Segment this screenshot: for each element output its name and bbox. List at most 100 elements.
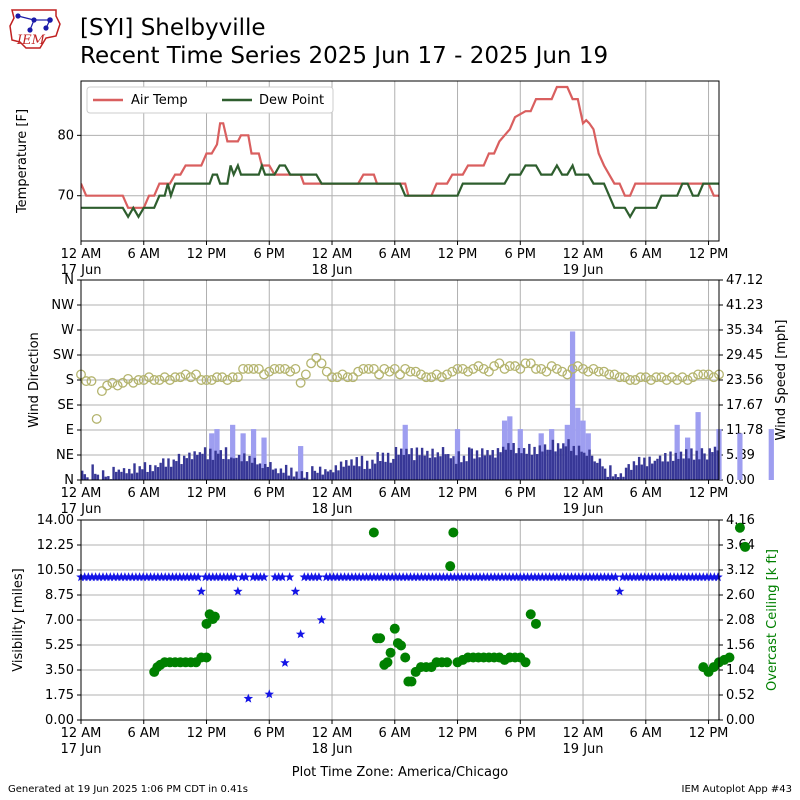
visibility-point: [420, 572, 430, 582]
wind-speed-bar: [373, 463, 377, 480]
x-tick-label: 6 AM: [379, 247, 412, 262]
y2-tick-label-speed: 41.23: [726, 298, 763, 313]
visibility-point: [643, 572, 654, 582]
wind-direction-point: [138, 375, 149, 385]
ceiling-point: [400, 652, 411, 663]
visibility-point: [182, 572, 192, 582]
visibility-point: [570, 572, 580, 582]
chart-title-range: Recent Time Series 2025 Jun 17 - 2025 Ju…: [80, 43, 609, 69]
wind-speed-bar: [114, 471, 118, 480]
wind-speed-bar: [439, 456, 442, 480]
wind-direction-point: [379, 363, 390, 374]
wind-speed-bar: [334, 465, 338, 480]
visibility-point: [264, 689, 274, 699]
visibility-point: [504, 572, 515, 582]
visibility-point: [369, 572, 379, 582]
wind-direction-point: [473, 361, 484, 372]
wind-direction-point: [264, 366, 275, 377]
wind-speed-bar: [107, 476, 110, 480]
wind-speed-bar: [298, 478, 301, 480]
wind-direction-point: [389, 363, 400, 374]
wind-speed-bar: [525, 453, 528, 480]
wind-direction-point: [415, 369, 426, 380]
wind-speed-bar: [185, 458, 188, 480]
wind-speed-bar: [509, 449, 513, 480]
x-tick-label: 6 AM: [379, 486, 412, 501]
visibility-point: [581, 572, 591, 582]
wind-speed-bar: [520, 453, 523, 480]
wind-direction-point: [185, 372, 196, 383]
visibility-point: [669, 572, 679, 582]
wind-speed-bar: [533, 446, 536, 480]
wind-direction-point: [316, 358, 327, 369]
x-tick-label: 12 PM: [689, 247, 729, 262]
wind-speed-bar: [522, 448, 526, 480]
wind-speed-bar: [447, 454, 450, 480]
wind-speed-bar: [394, 446, 398, 480]
visibility-point: [211, 572, 222, 582]
wind-direction-point: [290, 363, 301, 374]
x-tick-label: 12 PM: [689, 726, 729, 741]
ceiling-point: [740, 541, 751, 552]
wind-speed-bar: [549, 449, 552, 480]
visibility-point: [358, 572, 368, 582]
wind-direction-point: [232, 372, 243, 383]
wind-speed-bar: [700, 448, 704, 480]
wind-direction-point: [520, 358, 531, 369]
visibility-point: [614, 586, 625, 596]
wind-direction-point: [436, 372, 447, 383]
wind-gust-bar: [695, 412, 701, 480]
y2-tick-label-speed: 23.56: [726, 373, 763, 388]
visibility-point: [442, 572, 452, 582]
visibility-point: [127, 572, 137, 582]
wind-speed-bar: [358, 466, 361, 480]
iem-logo: IEM: [6, 6, 62, 52]
visibility-point: [449, 572, 460, 582]
y2-tick-label-ceiling: 0.52: [726, 688, 755, 703]
wind-speed-bar: [444, 454, 447, 480]
visibility-point: [273, 572, 284, 582]
visibility-point: [402, 572, 412, 582]
wind-gust-bar: [575, 407, 581, 480]
visibility-point: [435, 572, 445, 582]
y-tick-label: 70: [57, 189, 74, 204]
x-tick-label: 6 PM: [254, 486, 285, 501]
x-tick-label: 12 PM: [438, 247, 478, 262]
visibility-point: [537, 572, 547, 582]
x-date-label: 19 Jun: [563, 502, 604, 517]
wind-speed-bar: [535, 454, 539, 480]
wind-speed-bar: [240, 461, 243, 480]
wind-speed-bar: [488, 455, 492, 480]
wind-direction-point: [656, 372, 667, 383]
wind-speed-bar: [614, 474, 617, 480]
wind-speed-bar: [355, 457, 358, 480]
wind-speed-bar: [313, 470, 317, 480]
x-tick-label: 12 AM: [61, 247, 102, 262]
wind-speed-bar: [138, 466, 141, 480]
y-tick-label-direction: N: [64, 473, 74, 488]
visibility-point: [208, 572, 218, 582]
wind-speed-bar: [695, 450, 698, 480]
visibility-point: [467, 572, 478, 582]
visibility-point: [563, 572, 573, 582]
visibility-point: [178, 572, 189, 582]
visibility-point: [156, 572, 167, 582]
y-tick-label-visibility: 0.00: [45, 713, 74, 728]
x-tick-label: 6 AM: [630, 247, 663, 262]
x-tick-label: 6 AM: [630, 726, 663, 741]
ceiling-point: [406, 676, 417, 687]
wind-speed-bar: [321, 474, 324, 480]
wind-speed-bar: [250, 462, 254, 480]
wind-speed-bar: [632, 461, 636, 480]
x-tick-label: 6 AM: [630, 486, 663, 501]
y-tick-label-visibility: 8.75: [45, 588, 74, 603]
wind-speed-bar: [376, 452, 379, 480]
visibility-point: [603, 572, 613, 582]
wind-speed-bar: [125, 473, 128, 480]
y-axis-label-wind-direction: Wind Direction: [27, 332, 42, 428]
visibility-point: [482, 572, 493, 582]
wind-speed-bar: [316, 472, 319, 480]
visibility-point: [142, 572, 152, 582]
wind-direction-point: [154, 375, 165, 385]
